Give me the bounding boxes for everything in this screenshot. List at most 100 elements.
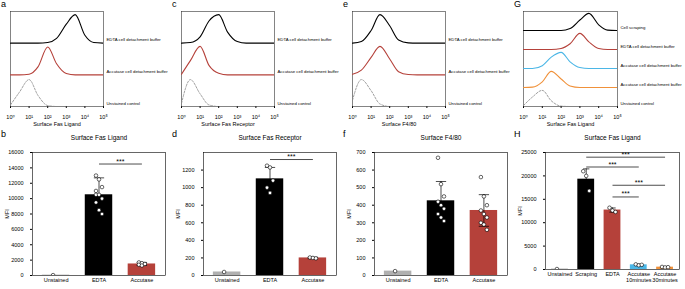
svg-text:10⁴: 10⁴ xyxy=(81,114,90,120)
svg-text:10³: 10³ xyxy=(233,114,241,120)
svg-text:600: 600 xyxy=(185,220,194,226)
svg-text:Unstained control: Unstained control xyxy=(449,101,482,106)
svg-text:Accutase cell detachment buffe: Accutase cell detachment buffer xyxy=(107,69,169,74)
svg-text:Surface Fas Ligand: Surface Fas Ligand xyxy=(33,121,81,127)
svg-text:300: 300 xyxy=(356,220,365,226)
svg-text:Surface Fas Receptor: Surface Fas Receptor xyxy=(201,121,255,127)
svg-text:Surface Fas Ligand: Surface Fas Ligand xyxy=(547,121,595,127)
svg-text:Scraping: Scraping xyxy=(575,271,597,277)
svg-text:2000: 2000 xyxy=(11,257,23,263)
svg-text:10000: 10000 xyxy=(521,219,536,225)
svg-text:Surface Fas Receptor: Surface Fas Receptor xyxy=(238,134,302,142)
svg-text:400: 400 xyxy=(356,202,365,208)
svg-text:0: 0 xyxy=(362,272,365,278)
svg-text:Unstained: Unstained xyxy=(215,277,240,283)
svg-text:10⁰: 10⁰ xyxy=(177,114,186,120)
svg-text:8000: 8000 xyxy=(11,211,23,217)
svg-text:600: 600 xyxy=(356,167,365,173)
svg-text:1000: 1000 xyxy=(182,184,194,190)
svg-text:Accutase: Accutase xyxy=(131,277,154,283)
svg-text:MFI: MFI xyxy=(517,206,523,216)
svg-text:4000: 4000 xyxy=(11,242,23,248)
svg-text:20000: 20000 xyxy=(521,173,536,179)
svg-text:Unstained control: Unstained control xyxy=(107,101,140,106)
svg-text:10²: 10² xyxy=(215,114,223,120)
svg-text:Unstained: Unstained xyxy=(44,277,69,283)
svg-text:10⁴: 10⁴ xyxy=(252,114,261,120)
svg-text:5000: 5000 xyxy=(524,243,536,249)
svg-text:10¹: 10¹ xyxy=(196,114,204,120)
svg-text:Surface F4/80: Surface F4/80 xyxy=(382,121,417,127)
svg-text:100: 100 xyxy=(356,255,365,261)
svg-text:10³: 10³ xyxy=(404,114,412,120)
svg-text:10⁵: 10⁵ xyxy=(441,114,449,120)
svg-text:Cell scraping: Cell scraping xyxy=(621,25,646,30)
svg-text:EDTA cell detachment buffer: EDTA cell detachment buffer xyxy=(621,44,676,49)
svg-text:10⁴: 10⁴ xyxy=(594,114,603,120)
svg-text:0: 0 xyxy=(191,272,194,278)
svg-text:Accutase cell detachment buffe: Accutase cell detachment buffer xyxy=(621,82,683,87)
svg-text:10000: 10000 xyxy=(8,195,23,201)
svg-text:Surface Fas Ligand: Surface Fas Ligand xyxy=(71,134,128,142)
svg-text:10³: 10³ xyxy=(576,114,584,120)
svg-text:0: 0 xyxy=(533,266,536,272)
svg-text:10⁵: 10⁵ xyxy=(99,114,107,120)
svg-text:10³: 10³ xyxy=(62,114,70,120)
svg-text:6000: 6000 xyxy=(11,226,23,232)
svg-text:EDTA cell detachment buffer: EDTA cell detachment buffer xyxy=(107,37,162,42)
svg-text:Accutase cell detachment buffe: Accutase cell detachment buffer xyxy=(278,69,340,74)
svg-text:200: 200 xyxy=(185,255,194,261)
svg-text:14000: 14000 xyxy=(8,165,23,171)
svg-text:10⁵: 10⁵ xyxy=(613,114,621,120)
svg-text:700: 700 xyxy=(356,149,365,155)
svg-text:400: 400 xyxy=(185,237,194,243)
svg-text:Surface Fas Ligand: Surface Fas Ligand xyxy=(584,134,641,142)
svg-text:15000: 15000 xyxy=(521,196,536,202)
svg-text:10⁰: 10⁰ xyxy=(519,114,528,120)
svg-text:***: *** xyxy=(608,161,616,168)
svg-text:Accutase cell detachment buffe: Accutase cell detachment buffer xyxy=(621,63,683,68)
svg-text:Accutase cell detachment buffe: Accutase cell detachment buffer xyxy=(449,69,511,74)
svg-text:10²: 10² xyxy=(44,114,52,120)
svg-text:EDTA cell detachment buffer: EDTA cell detachment buffer xyxy=(449,37,504,42)
svg-text:***: *** xyxy=(622,151,630,158)
svg-text:EDTA: EDTA xyxy=(263,277,278,283)
svg-text:EDTA: EDTA xyxy=(434,277,449,283)
svg-text:MFI: MFI xyxy=(4,209,10,219)
svg-text:10⁰: 10⁰ xyxy=(6,114,15,120)
svg-text:Unstained: Unstained xyxy=(386,277,411,283)
svg-text:EDTA: EDTA xyxy=(92,277,107,283)
svg-text:Surface F4/80: Surface F4/80 xyxy=(421,134,462,141)
svg-text:200: 200 xyxy=(356,237,365,243)
svg-text:500: 500 xyxy=(356,184,365,190)
svg-text:10¹: 10¹ xyxy=(538,114,546,120)
svg-text:Unstained control: Unstained control xyxy=(278,101,311,106)
svg-text:***: *** xyxy=(116,158,124,165)
svg-text:***: *** xyxy=(635,179,643,186)
svg-text:1200: 1200 xyxy=(182,167,194,173)
svg-text:Unstained control: Unstained control xyxy=(621,101,654,106)
svg-text:10⁴: 10⁴ xyxy=(423,114,432,120)
svg-text:800: 800 xyxy=(185,202,194,208)
svg-text:***: *** xyxy=(287,153,295,160)
svg-text:Accutase30minutes: Accutase30minutes xyxy=(652,271,678,283)
svg-text:16000: 16000 xyxy=(8,149,23,155)
svg-text:EDTA cell detachment buffer: EDTA cell detachment buffer xyxy=(278,37,333,42)
svg-text:12000: 12000 xyxy=(8,180,23,186)
svg-text:Accutase: Accutase xyxy=(473,277,496,283)
svg-text:10¹: 10¹ xyxy=(25,114,33,120)
svg-text:MFI: MFI xyxy=(346,209,352,219)
svg-text:25000: 25000 xyxy=(521,149,536,155)
svg-text:10¹: 10¹ xyxy=(367,114,375,120)
svg-text:10⁰: 10⁰ xyxy=(348,114,357,120)
svg-text:0: 0 xyxy=(20,272,23,278)
svg-text:Accutase: Accutase xyxy=(302,277,325,283)
svg-text:Unstained: Unstained xyxy=(548,271,573,277)
svg-text:10²: 10² xyxy=(557,114,565,120)
svg-text:10²: 10² xyxy=(386,114,394,120)
svg-text:MFI: MFI xyxy=(175,209,181,219)
svg-text:10⁵: 10⁵ xyxy=(270,114,278,120)
svg-text:EDTA: EDTA xyxy=(605,271,620,277)
svg-text:***: *** xyxy=(622,190,630,197)
svg-text:Accutase10minutes: Accutase10minutes xyxy=(626,271,652,283)
